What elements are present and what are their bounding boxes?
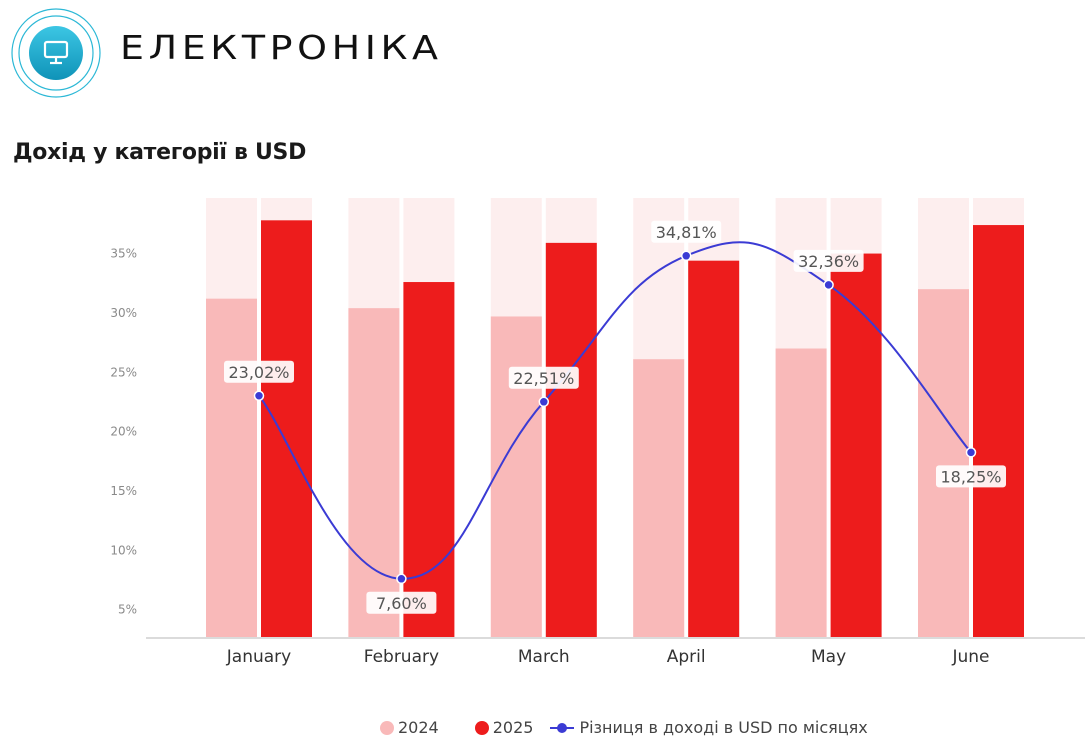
difference-point[interactable] — [680, 250, 692, 262]
data-label: 7,60% — [366, 591, 437, 614]
svg-text:22,51%: 22,51% — [513, 369, 574, 388]
svg-text:34,81%: 34,81% — [656, 223, 717, 242]
legend-item-difference[interactable]: Різниця в доході в USD по місяцях — [549, 718, 868, 737]
chart-title: Дохід у категорії в USD — [13, 140, 307, 165]
legend-item-2024[interactable]: 2024 — [380, 718, 439, 737]
y-tick-label: 5% — [118, 603, 137, 617]
bar-2025[interactable] — [688, 260, 740, 637]
bar-2024[interactable] — [206, 298, 257, 637]
svg-text:7,60%: 7,60% — [376, 594, 427, 613]
bar-2025[interactable] — [403, 282, 455, 637]
legend-line-marker-icon — [549, 721, 575, 735]
legend-dot-2024 — [380, 720, 394, 735]
category-title: ЕЛЕКТРОНІКА — [120, 28, 443, 67]
category-logo — [10, 8, 105, 103]
bar-2025[interactable] — [973, 225, 1024, 637]
bar-2025[interactable] — [261, 220, 312, 637]
y-tick-label: 20% — [110, 425, 137, 439]
month-group-april: April — [633, 198, 740, 667]
month-group-june: June — [918, 198, 1024, 667]
x-tick-label: June — [951, 647, 989, 667]
data-label: 32,36% — [793, 249, 864, 272]
legend-label-difference: Різниця в доході в USD по місяцях — [579, 718, 868, 737]
monitor-icon — [11, 8, 101, 98]
x-tick-label: February — [364, 647, 439, 667]
bar-2025[interactable] — [545, 242, 597, 637]
y-tick-label: 35% — [110, 247, 137, 261]
svg-text:32,36%: 32,36% — [798, 252, 859, 271]
legend-label-2025: 2025 — [492, 718, 534, 737]
month-group-january: January — [206, 198, 312, 667]
month-group-march: March — [490, 198, 597, 667]
y-tick-label: 10% — [110, 543, 137, 557]
bar-2024[interactable] — [490, 316, 542, 637]
bar-2024[interactable] — [918, 289, 969, 637]
legend-dot-2025 — [474, 720, 489, 735]
x-tick-label: May — [811, 647, 846, 667]
svg-text:18,25%: 18,25% — [940, 467, 1001, 486]
data-label: 18,25% — [936, 465, 1006, 488]
y-tick-label: 30% — [110, 306, 137, 320]
difference-point[interactable] — [823, 279, 834, 291]
x-tick-label: April — [667, 647, 706, 667]
difference-point[interactable] — [965, 447, 977, 458]
difference-line — [258, 241, 972, 580]
y-tick-label: 25% — [110, 365, 137, 379]
bar-2024[interactable] — [633, 359, 685, 637]
chart-legend: 2024 2025 Різниця в доході в USD по міся… — [380, 718, 884, 737]
month-group-february: February — [348, 198, 455, 667]
data-label: 23,02% — [224, 360, 294, 383]
x-tick-label: January — [226, 647, 291, 667]
y-tick-label: 15% — [110, 484, 137, 498]
legend-label-2024: 2024 — [398, 718, 439, 737]
bar-2024[interactable] — [775, 348, 827, 637]
legend-item-2025[interactable]: 2025 — [474, 718, 534, 737]
difference-point[interactable] — [253, 390, 265, 402]
svg-text:23,02%: 23,02% — [228, 363, 289, 382]
bar-2024[interactable] — [348, 308, 400, 637]
bar-2025[interactable] — [830, 253, 882, 638]
data-label: 22,51% — [508, 366, 579, 389]
difference-point[interactable] — [538, 396, 550, 408]
x-tick-label: March — [518, 647, 570, 667]
data-label: 34,81% — [651, 220, 722, 243]
difference-point[interactable] — [396, 573, 407, 585]
